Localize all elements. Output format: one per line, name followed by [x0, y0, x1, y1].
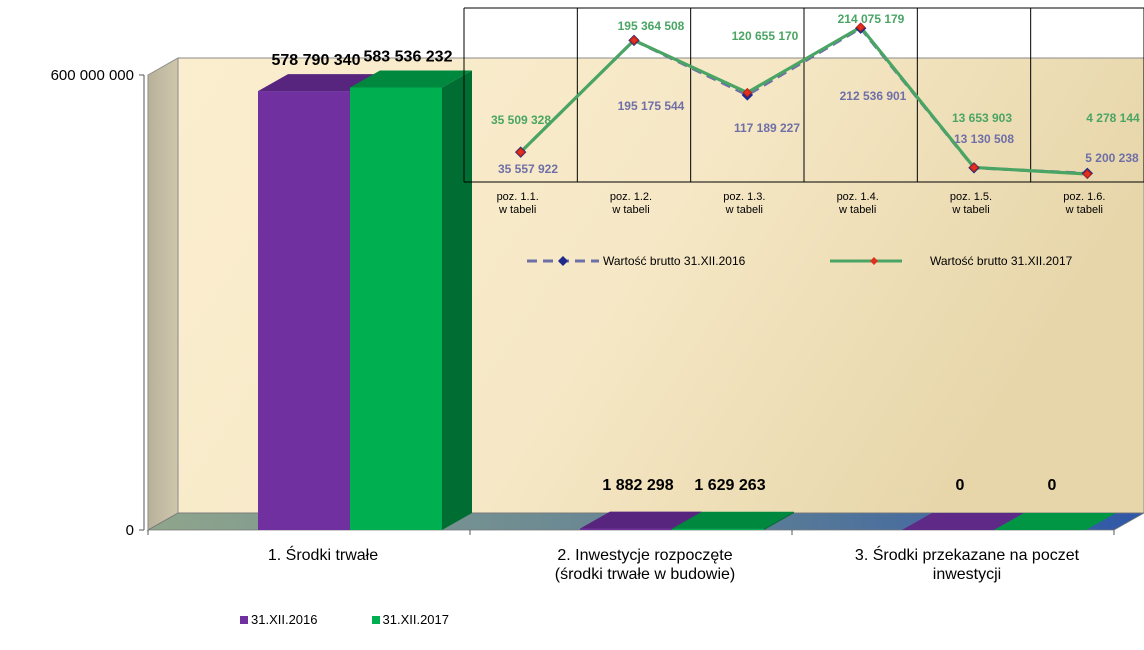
- data-label-2017: 214 075 179: [838, 12, 905, 26]
- marker-2017: [1082, 169, 1093, 179]
- data-label-2016: 5 200 238: [1085, 151, 1139, 165]
- x-category-label: inwestycji: [933, 566, 1001, 583]
- bar-chart: 0 600 000 000 578 790 340 583 536 232 1. Śro…: [51, 48, 1144, 583]
- legend-label-2016: 31.XII.2016: [251, 612, 318, 627]
- data-label-2016: 212 536 901: [840, 89, 907, 103]
- data-label-2017: 35 509 328: [491, 113, 551, 127]
- bar-data-label: 1 882 298: [602, 477, 673, 494]
- inset-category-label: poz. 1.3.: [723, 191, 765, 203]
- inset-category-label: w tabeli: [498, 204, 536, 216]
- bar-top: [672, 511, 794, 529]
- data-label-2017: 13 653 903: [952, 111, 1012, 125]
- x-category-label: (środki trwałe w budowie): [555, 566, 736, 583]
- legend-item-2017: 31.XII.2017: [371, 612, 450, 627]
- y-tick-label: 0: [126, 522, 134, 539]
- legend-swatch-2017: [371, 615, 380, 624]
- inset-category-label: w tabeli: [838, 204, 876, 216]
- bar-top: [258, 74, 380, 92]
- bar-data-label: 1 629 263: [694, 477, 765, 494]
- legend-label-line-2016: Wartość brutto 31.XII.2016: [603, 254, 746, 268]
- bar-side: [764, 511, 794, 530]
- x-category-label: 1. Środki trwałe: [268, 545, 378, 564]
- legend-item-2016: 31.XII.2016: [240, 612, 318, 627]
- inset-category-label: poz. 1.6.: [1063, 191, 1105, 203]
- bar-data-label: 583 536 232: [364, 48, 453, 65]
- inset-category-label: w tabeli: [1065, 204, 1103, 216]
- data-label-2016: 35 557 922: [498, 162, 558, 176]
- series-line-2017: [519, 25, 1088, 176]
- bar: [258, 91, 350, 531]
- data-label-2017: 195 364 508: [618, 19, 685, 33]
- bar-data-label: 578 790 340: [272, 52, 361, 69]
- bar: [672, 528, 764, 530]
- data-label-2016: 13 130 508: [954, 132, 1014, 146]
- legend-label-line-2017: Wartość brutto 31.XII.2017: [930, 254, 1073, 268]
- bar-data-label: 0: [1048, 477, 1057, 494]
- marker-2017: [515, 147, 526, 157]
- bar-top: [580, 511, 702, 529]
- bar-floor: [902, 513, 1024, 530]
- inset-category-label: w tabeli: [611, 204, 649, 216]
- data-label-2017: 120 655 170: [732, 29, 799, 43]
- bar: [350, 87, 442, 531]
- legend-swatch-2016: [240, 615, 248, 624]
- legend-label-2017: 31.XII.2017: [382, 612, 450, 627]
- inset-category-label: poz. 1.2.: [610, 191, 652, 203]
- x-category-label: 3. Środki przekazane na poczet: [855, 545, 1080, 564]
- data-label-2016: 195 175 544: [618, 99, 685, 113]
- inset-category-label: w tabeli: [951, 204, 989, 216]
- bar-floor: [994, 513, 1116, 530]
- marker-2017: [969, 162, 979, 173]
- bar: [580, 528, 672, 530]
- y-tick-label: 600 000 000: [51, 67, 134, 84]
- marker-2017: [855, 22, 866, 32]
- bar-top: [350, 70, 472, 88]
- inset-category-label: poz. 1.1.: [497, 191, 539, 203]
- marker-2017: [629, 35, 639, 45]
- inset-category-label: poz. 1.4.: [837, 191, 879, 203]
- legend-marker-2016: [558, 256, 568, 266]
- data-label-2017: 4 278 144: [1086, 111, 1140, 125]
- x-category-label: 2. Inwestycje rozpoczęte: [557, 547, 732, 564]
- legend-marker-2017: [870, 257, 878, 265]
- bar-side: [442, 70, 472, 531]
- data-label-2016: 117 189 227: [734, 121, 800, 135]
- inset-category-label: w tabeli: [725, 204, 763, 216]
- side-wall: [147, 57, 179, 531]
- marker-2017: [742, 87, 753, 98]
- inset-category-label: poz. 1.5.: [950, 191, 992, 203]
- line-chart-inset: 35 557 922 195 175 544 117 189 227 212 536 …: [463, 7, 1144, 268]
- bar-data-label: 0: [956, 477, 965, 494]
- bar-legend: 31.XII.2016 31.XII.2017: [240, 612, 449, 627]
